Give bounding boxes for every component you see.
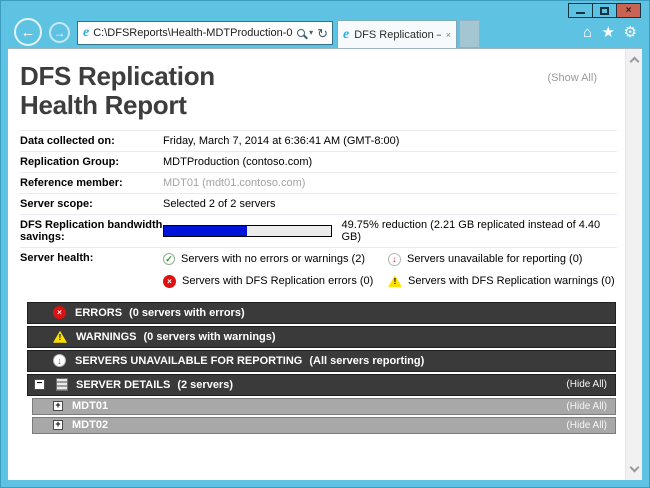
field-row-bandwidth: DFS Replication bandwidth savings: 49.75… — [20, 215, 617, 248]
bandwidth-summary: 49.75% reduction (2.21 GB replicated ins… — [341, 218, 601, 243]
section-count: (0 servers with warnings) — [143, 330, 276, 343]
collapse-box-icon[interactable]: − — [34, 379, 45, 391]
tab-favicon: e — [343, 27, 350, 42]
maximize-icon — [600, 6, 609, 15]
page-favicon: e — [83, 25, 90, 40]
server-row-mdt01[interactable]: + MDT01 (Hide All) — [32, 397, 616, 415]
field-label: Replication Group: — [20, 155, 119, 168]
maximize-button[interactable] — [592, 3, 617, 18]
hide-all-link[interactable]: (Hide All) — [566, 400, 607, 412]
report-fields: Data collected on: Friday, March 7, 2014… — [20, 129, 617, 292]
browser-tab[interactable]: e DFS Replication – Health Re... × — [337, 20, 457, 49]
home-icon[interactable]: ⌂ — [582, 24, 592, 41]
health-item-unavailable: ↓ Servers unavailable for reporting (0) — [388, 252, 615, 266]
close-icon: × — [625, 4, 632, 16]
field-value: Selected 2 of 2 servers — [163, 197, 276, 210]
section-title: WARNINGS — [76, 330, 137, 343]
section-count: (2 servers) — [177, 378, 233, 391]
address-url[interactable]: C:\DFSReports\Health-MDTProduction-07Ma — [93, 27, 294, 39]
field-label: Server health: — [20, 251, 94, 264]
unavailable-icon: ↓ — [53, 354, 66, 368]
minimize-button[interactable] — [568, 3, 593, 18]
health-item-text: Servers with DFS Replication warnings (0… — [408, 275, 615, 288]
field-value: Friday, March 7, 2014 at 6:36:41 AM (GMT… — [163, 134, 400, 147]
warning-icon: ! — [388, 275, 402, 288]
ok-check-icon: ✓ — [163, 253, 175, 266]
expand-box-icon[interactable]: + — [53, 420, 63, 431]
server-health-grid: ✓ Servers with no errors or warnings (2)… — [163, 252, 615, 288]
back-icon: ← — [20, 23, 36, 41]
tab-close-icon[interactable]: × — [445, 30, 451, 40]
back-button[interactable]: ← — [14, 18, 42, 46]
server-name: MDT01 — [72, 400, 109, 413]
section-count: (All servers reporting) — [309, 354, 425, 367]
field-label: Reference member: — [20, 176, 123, 189]
health-item-text: Servers with DFS Replication errors (0) — [182, 275, 374, 288]
section-count: (0 servers with errors) — [129, 306, 245, 319]
field-row-reference-member: Reference member: MDT01 (mdt01.contoso.c… — [20, 173, 617, 194]
server-row-mdt02[interactable]: + MDT02 (Hide All) — [32, 416, 616, 434]
close-button[interactable]: × — [616, 3, 641, 18]
search-icon[interactable] — [297, 29, 306, 37]
section-unavailable[interactable]: ↓ SERVERS UNAVAILABLE FOR REPORTING (All… — [27, 349, 616, 372]
new-tab-button[interactable] — [459, 20, 480, 48]
health-item-errors: × Servers with DFS Replication errors (0… — [163, 274, 388, 288]
forward-icon: → — [53, 25, 66, 40]
report-page: DFS Replication Health Report (Show All)… — [8, 49, 625, 480]
bandwidth-bar-fill — [164, 225, 248, 236]
vertical-scrollbar[interactable] — [625, 49, 642, 480]
section-title: SERVER DETAILS — [76, 378, 171, 391]
page-viewport: DFS Replication Health Report (Show All)… — [8, 48, 642, 480]
hide-all-link[interactable]: (Hide All) — [566, 379, 607, 391]
server-stack-icon — [56, 378, 68, 392]
report-sections: × ERRORS (0 servers with errors) ! WARNI… — [27, 301, 616, 434]
address-bar[interactable]: e C:\DFSReports\Health-MDTProduction-07M… — [77, 21, 333, 45]
field-value: MDTProduction (contoso.com) — [163, 155, 313, 168]
error-icon: × — [53, 306, 66, 320]
health-item-text: Servers unavailable for reporting (0) — [407, 253, 583, 266]
warning-icon: ! — [53, 330, 67, 343]
unavailable-icon: ↓ — [388, 252, 401, 266]
scroll-up-icon[interactable] — [629, 56, 639, 67]
health-item-warnings: ! Servers with DFS Replication warnings … — [388, 275, 615, 288]
page-title: DFS Replication Health Report — [20, 61, 617, 121]
bandwidth-display: 49.75% reduction (2.21 GB replicated ins… — [163, 219, 617, 243]
section-server-details[interactable]: − SERVER DETAILS (2 servers) (Hide All) — [27, 373, 616, 396]
field-label: DFS Replication bandwidth savings: — [20, 218, 163, 243]
expand-box-icon[interactable]: + — [53, 401, 63, 412]
error-icon: × — [163, 274, 176, 288]
field-label: Server scope: — [20, 197, 93, 210]
settings-gear-icon[interactable]: ⚙ — [623, 24, 637, 41]
favorites-star-icon[interactable]: ★ — [601, 24, 615, 41]
section-warnings[interactable]: ! WARNINGS (0 servers with warnings) — [27, 325, 616, 348]
field-row-server-scope: Server scope: Selected 2 of 2 servers — [20, 194, 617, 215]
section-title: ERRORS — [75, 306, 123, 319]
field-label: Data collected on: — [20, 134, 115, 147]
hide-all-link[interactable]: (Hide All) — [566, 419, 607, 431]
health-item-ok: ✓ Servers with no errors or warnings (2) — [163, 253, 388, 266]
field-value: MDT01 (mdt01.contoso.com) — [163, 176, 306, 189]
scroll-down-icon[interactable] — [629, 462, 639, 473]
section-title: SERVERS UNAVAILABLE FOR REPORTING — [75, 354, 303, 367]
tab-title: DFS Replication – Health Re... — [354, 29, 441, 41]
health-item-text: Servers with no errors or warnings (2) — [181, 253, 366, 266]
section-errors[interactable]: × ERRORS (0 servers with errors) — [27, 301, 616, 324]
address-dropdown-icon[interactable]: ▾ — [309, 28, 314, 37]
field-row-replication-group: Replication Group: MDTProduction (contos… — [20, 152, 617, 173]
server-name: MDT02 — [72, 419, 109, 432]
bandwidth-bar — [163, 224, 333, 237]
forward-button[interactable]: → — [49, 22, 70, 43]
show-all-link[interactable]: (Show All) — [547, 72, 597, 84]
window-controls: × — [568, 3, 641, 18]
field-row-data-collected: Data collected on: Friday, March 7, 2014… — [20, 131, 617, 152]
page-title-line2: Health Report — [20, 90, 187, 121]
field-row-server-health: Server health: ✓ Servers with no errors … — [20, 248, 617, 292]
page-title-line1: DFS Replication — [20, 61, 215, 91]
minimize-icon — [576, 11, 585, 14]
refresh-icon[interactable]: ↻ — [317, 25, 328, 41]
